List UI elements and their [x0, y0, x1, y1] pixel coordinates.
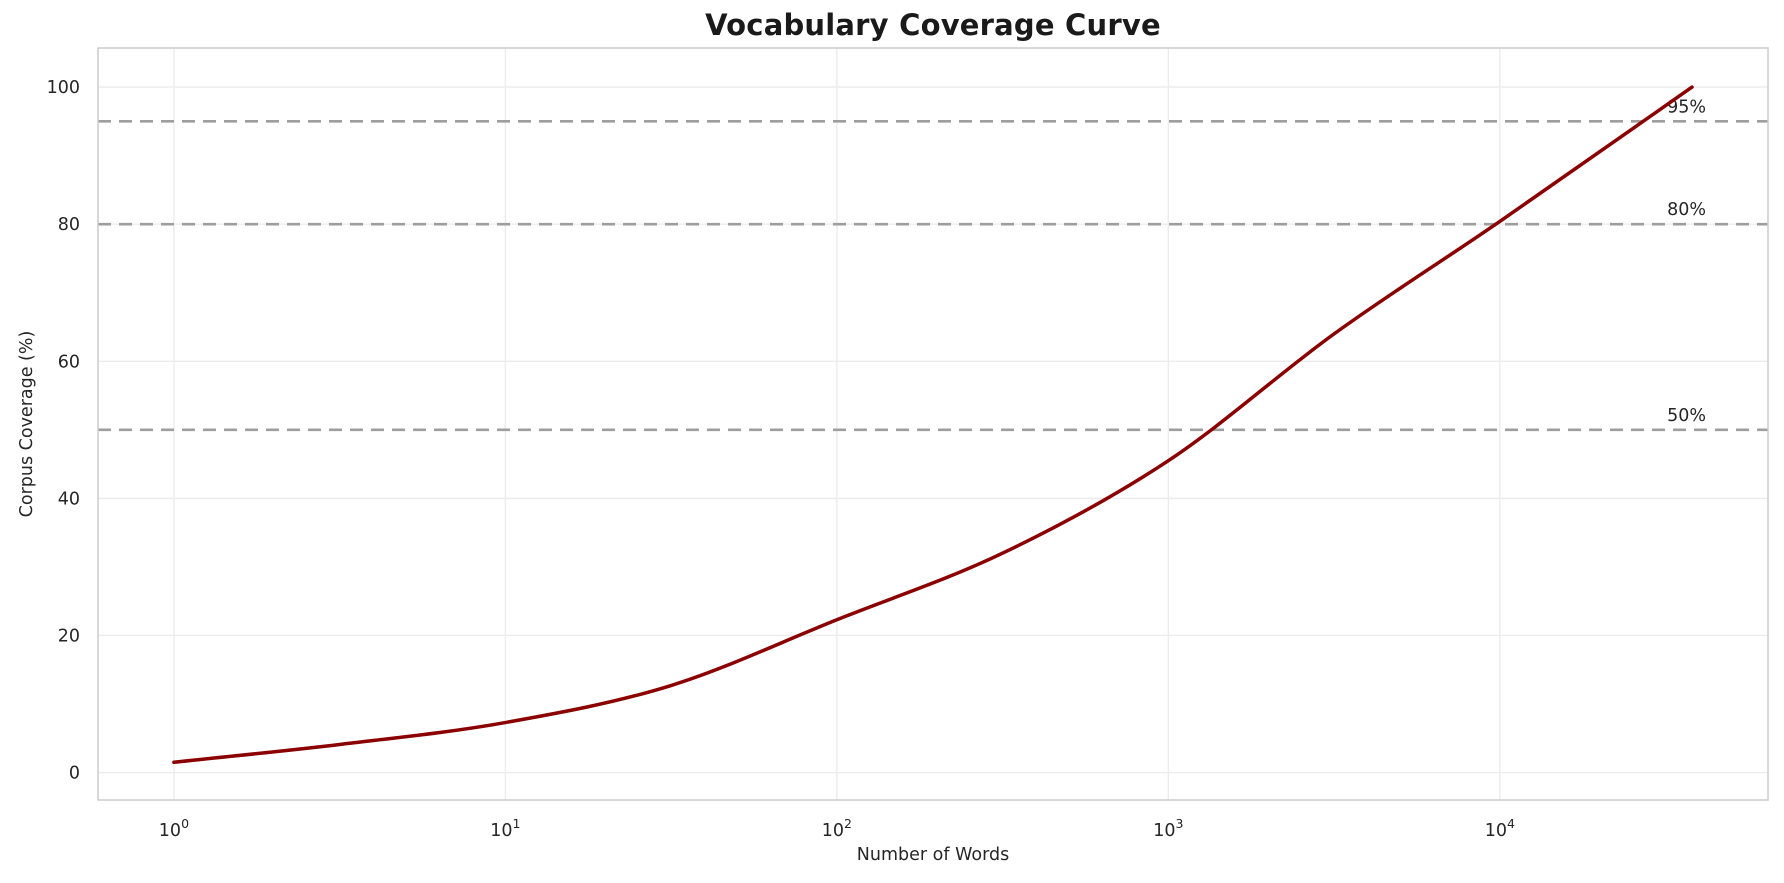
reference-line-label: 95% [1667, 97, 1706, 117]
y-tick-label: 20 [58, 626, 80, 646]
plot-background [98, 48, 1768, 800]
x-tick-label: 104 [1485, 816, 1515, 841]
chart-title: Vocabulary Coverage Curve [705, 8, 1161, 42]
x-tick-label: 101 [490, 816, 520, 841]
y-tick-label: 0 [69, 764, 80, 784]
reference-line-label: 80% [1667, 200, 1706, 220]
x-tick-label: 103 [1153, 816, 1183, 841]
y-tick-label: 60 [58, 352, 80, 372]
x-axis-label: Number of Words [856, 845, 1010, 865]
plot-border [97, 47, 1769, 801]
x-tick-label: 102 [822, 816, 852, 841]
reference-line-label: 50% [1667, 406, 1706, 426]
y-tick-label: 100 [47, 78, 80, 98]
coverage-curve [172, 85, 1694, 765]
x-tick-label: 100 [159, 816, 189, 841]
y-axis-label: Corpus Coverage (%) [17, 330, 37, 518]
y-tick-label: 40 [58, 489, 80, 509]
y-tick-label: 80 [58, 215, 80, 235]
